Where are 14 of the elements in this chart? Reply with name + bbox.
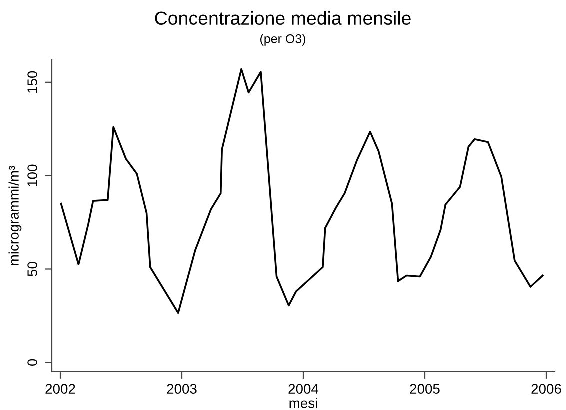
y-axis-title: microgrammi/m³ bbox=[8, 166, 22, 266]
chart-title: Concentrazione media mensile bbox=[155, 11, 411, 26]
x-axis-title: mesi bbox=[290, 398, 318, 408]
x-tick-label: 2004 bbox=[288, 384, 319, 394]
y-tick-label: 50 bbox=[28, 262, 38, 276]
line-series bbox=[60, 68, 544, 314]
y-tick-label: 0 bbox=[28, 359, 38, 366]
y-tick-label: 100 bbox=[28, 164, 38, 186]
y-tick-label: 150 bbox=[28, 71, 38, 93]
x-tick-label: 2006 bbox=[532, 384, 562, 394]
x-tick-label: 2003 bbox=[167, 384, 197, 394]
x-tick-label: 2002 bbox=[46, 384, 76, 394]
chart-subtitle: (per O3) bbox=[260, 34, 306, 46]
x-tick-label: 2005 bbox=[410, 384, 440, 394]
